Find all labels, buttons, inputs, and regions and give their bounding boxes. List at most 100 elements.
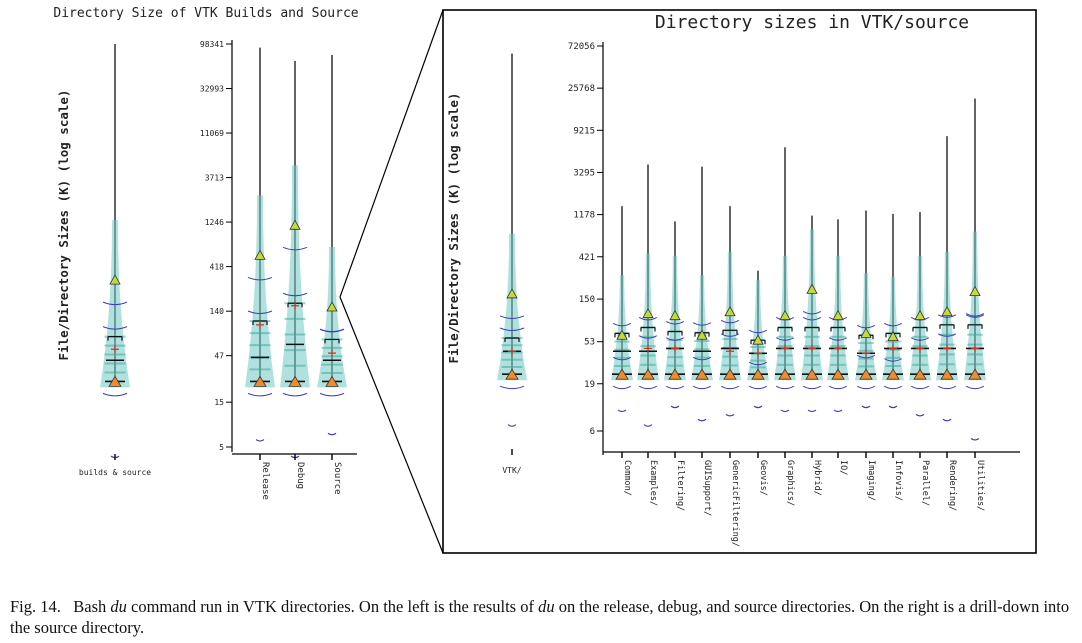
- min-marker: [643, 424, 653, 427]
- base-triangle: [831, 368, 845, 380]
- quantile-arc: [247, 310, 273, 315]
- base-triangle: [108, 375, 122, 387]
- caption-command: du: [110, 597, 127, 616]
- quantile-arc: [828, 337, 848, 341]
- quantile-arc: [937, 314, 957, 318]
- y-tick-label: 72056: [568, 42, 595, 52]
- mean-marker: [291, 301, 299, 310]
- base-triangle: [288, 375, 302, 387]
- fill-triangle: [752, 334, 764, 345]
- quantile-arc: [665, 385, 685, 390]
- mean-marker: [508, 347, 516, 356]
- fill-triangle: [806, 283, 818, 294]
- quantile-arc: [828, 385, 848, 390]
- quantile-arc: [499, 385, 525, 390]
- fill-triangle: [669, 309, 681, 321]
- fill-triangle: [642, 307, 654, 319]
- violin-common: Common/: [611, 206, 633, 496]
- quantile-arc: [883, 322, 903, 327]
- fill-triangle: [616, 329, 628, 340]
- mean-marker: [916, 344, 924, 353]
- y-tick-label: 15: [214, 398, 224, 407]
- fill-triangle: [109, 274, 121, 285]
- violin-body: [317, 247, 347, 388]
- y-tick-label: 11069: [200, 129, 224, 138]
- y-tick-label: 9215: [573, 126, 595, 136]
- q3-bracket: [504, 337, 520, 343]
- mean-marker: [862, 349, 870, 358]
- base-triangle: [968, 368, 982, 380]
- min-marker: [617, 409, 627, 413]
- base-triangle: [805, 368, 819, 380]
- caption-text: on the release, debug, and source direct…: [10, 597, 1070, 637]
- x-tick-label: Common/: [622, 460, 632, 496]
- violin-examples: Examples/: [637, 164, 659, 506]
- q3-bracket: [967, 324, 983, 329]
- fill-triangle: [779, 309, 791, 321]
- quantile-arc: [665, 321, 685, 325]
- violin-body: [280, 165, 310, 388]
- base-triangle: [505, 368, 519, 380]
- left-y-axis-label: File/Directory Sizes (K) (log scale): [56, 90, 71, 361]
- quantile-arc: [775, 337, 795, 341]
- quantile-arc: [910, 385, 930, 390]
- x-tick-label: Release: [260, 462, 270, 500]
- min-marker: [970, 437, 980, 441]
- y-tick-label: 418: [210, 263, 225, 272]
- base-triangle: [940, 368, 954, 380]
- violin-genericfiltering: GenericFiltering/: [719, 206, 741, 547]
- mean-marker: [943, 344, 951, 353]
- quantile-arc: [965, 313, 985, 317]
- min-marker: [780, 409, 790, 413]
- min-marker: [888, 405, 898, 409]
- fill-triangle: [326, 301, 338, 312]
- quantile-arc: [748, 385, 768, 390]
- mean-marker: [889, 344, 897, 353]
- mean-marker: [111, 345, 119, 354]
- quantile-arc: [282, 246, 308, 251]
- base-triangle: [859, 368, 873, 380]
- q3-bracket: [912, 326, 928, 332]
- quantile-arc: [638, 385, 658, 390]
- quantile-arc: [102, 392, 128, 397]
- quantile-arc: [319, 328, 345, 333]
- violin-guisupport: GUISupport/: [691, 166, 713, 516]
- y-tick-label: 1246: [205, 218, 224, 227]
- violin-body: [882, 276, 904, 381]
- violin-hybrid: Hybrid/: [801, 215, 823, 496]
- fill-triangle: [289, 219, 301, 230]
- left-chart-title: Directory Size of VTK Builds and Source: [53, 6, 358, 21]
- violin-parallel: Parallel/: [909, 212, 931, 506]
- violin-chart-2: VTK/: [497, 53, 527, 475]
- quantile-arc: [720, 385, 740, 390]
- violin-graphics: Graphics/: [774, 147, 796, 506]
- caption-text: Bash: [73, 597, 111, 616]
- violin-release: Release: [245, 47, 275, 500]
- y-tick-label: 19: [584, 380, 595, 390]
- quantile-arc: [499, 327, 525, 332]
- y-tick-label: 53: [584, 338, 595, 348]
- y-tick-label: 421: [579, 253, 595, 263]
- quantile-arc: [638, 335, 658, 339]
- quantile-arc: [802, 310, 822, 315]
- violin-body: [964, 231, 986, 381]
- violin-rendering: Rendering/: [936, 136, 958, 511]
- fill-triangle: [254, 249, 266, 260]
- quantile-arc: [802, 317, 822, 321]
- violin-body: [245, 195, 275, 388]
- y-tick-label: 25768: [568, 84, 595, 94]
- q3-bracket: [804, 326, 820, 332]
- q3-bracket: [324, 338, 340, 344]
- base-triangle: [668, 368, 682, 380]
- violin-body: [497, 233, 527, 381]
- q3-bracket: [777, 326, 793, 332]
- mean-marker: [328, 349, 336, 358]
- quantile-arc: [612, 385, 632, 390]
- min-marker: [833, 409, 843, 413]
- quantile-arc: [638, 317, 658, 321]
- base-triangle: [325, 375, 339, 387]
- quantile-arc: [282, 392, 308, 397]
- quantile-arc: [720, 319, 740, 324]
- quantile-arc: [937, 385, 957, 390]
